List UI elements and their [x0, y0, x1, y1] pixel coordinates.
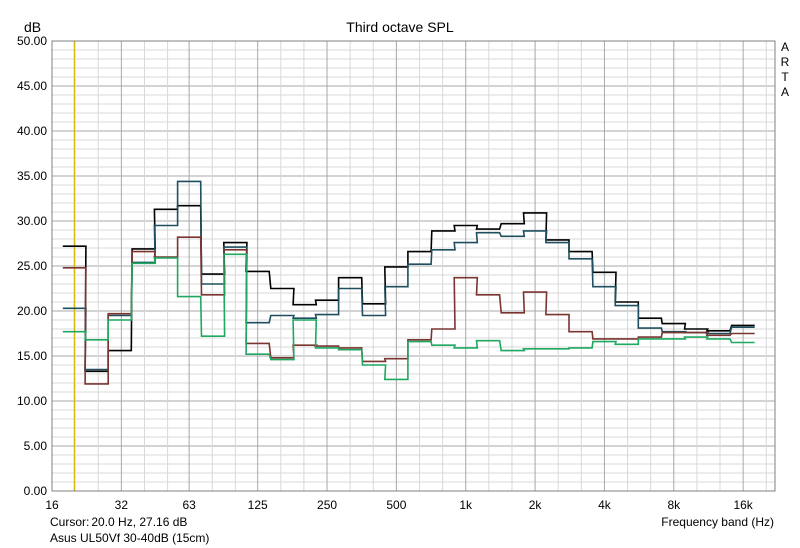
x-tick-label: 125 [248, 498, 268, 512]
series-line [62, 253, 755, 381]
y-tick-label: 25.00 [17, 259, 47, 273]
y-tick-label: 40.00 [17, 124, 47, 138]
x-tick-label: 250 [317, 498, 337, 512]
chart-title: Third octave SPL [346, 19, 454, 35]
y-tick-label: 45.00 [17, 79, 47, 93]
x-tick-label: 63 [182, 498, 196, 512]
cursor-readout: Cursor: 20.0 Hz, 27.16 dB [50, 515, 187, 529]
x-tick-label: 32 [115, 498, 129, 512]
arta-letter: R [780, 55, 790, 69]
x-tick-label: 8k [667, 498, 681, 512]
y-tick-label: 15.00 [17, 349, 47, 363]
y-tick-label: 50.00 [17, 34, 47, 48]
x-tick-label: 16 [45, 498, 59, 512]
x-axis-title: Frequency band (Hz) [661, 515, 774, 529]
arta-letter: A [780, 85, 789, 99]
x-tick-label: 2k [529, 498, 543, 512]
y-tick-label: 30.00 [17, 214, 47, 228]
x-tick-label: 500 [386, 498, 406, 512]
cursor-label: Cursor: [50, 515, 90, 529]
y-tick-label: 0.00 [24, 484, 48, 498]
y-tick-label: 5.00 [24, 439, 48, 453]
series-line [62, 180, 755, 371]
y-tick-label: 20.00 [17, 304, 47, 318]
arta-letter: A [780, 40, 789, 54]
measurement-name: Asus UL50Vf 30-40dB (15cm) [50, 531, 210, 545]
y-tick-label: 10.00 [17, 394, 47, 408]
grid [52, 41, 775, 491]
plot-frame [51, 40, 776, 492]
x-tick-label: 16k [733, 498, 753, 512]
cursor-value: 20.0 Hz, 27.16 dB [91, 515, 188, 529]
arta-letter: T [781, 70, 789, 84]
x-tick-label: 4k [598, 498, 612, 512]
x-tick-label: 1k [459, 498, 473, 512]
y-tick-label: 35.00 [17, 169, 47, 183]
y-axis-unit: dB [24, 19, 42, 35]
